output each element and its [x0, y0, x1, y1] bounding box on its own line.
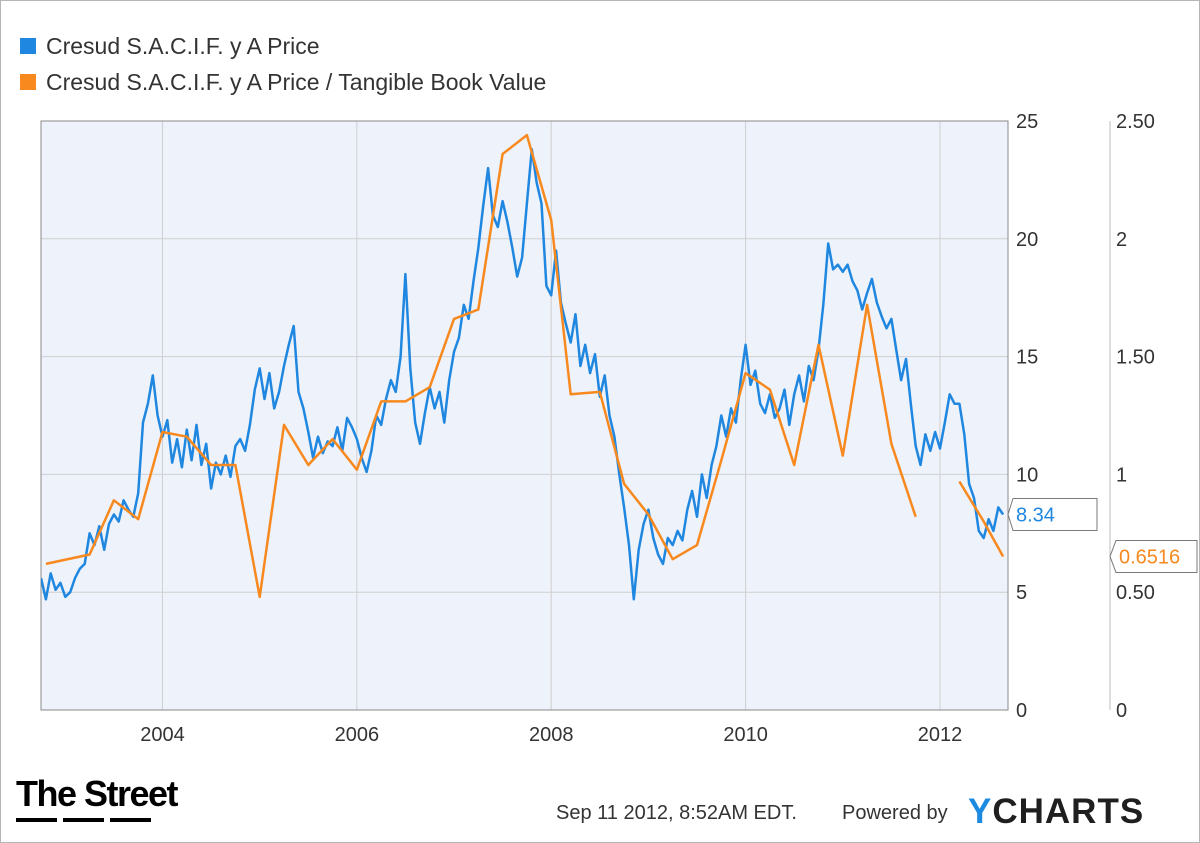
- x-tick-label: 2004: [140, 724, 185, 746]
- y-right-tick-label: 2.50: [1116, 111, 1155, 133]
- last-value-box-price: [1007, 497, 1098, 531]
- legend-swatch-price-tbv: [20, 74, 36, 90]
- ycharts-logo-rest: CHARTS: [992, 792, 1145, 831]
- series-line-price: [41, 148, 1005, 601]
- footer-powered-by: Powered by: [842, 802, 948, 824]
- last-value-label-price: 8.34: [1016, 504, 1055, 526]
- footer-timestamp: Sep 11 2012, 8:52AM EDT.: [556, 802, 797, 824]
- x-tick-label: 2012: [918, 724, 963, 746]
- legend-item-price-tbv: Cresud S.A.C.I.F. y A Price / Tangible B…: [20, 64, 546, 100]
- thestreet-logo-text: The Street: [16, 773, 179, 814]
- x-tick-label: 2006: [335, 724, 380, 746]
- y-left-tick-label: 20: [1016, 229, 1038, 251]
- y-right-tick-label: 0.50: [1116, 582, 1155, 604]
- ycharts-logo-y: Y: [968, 792, 993, 831]
- legend-label-price-tbv: Cresud S.A.C.I.F. y A Price / Tangible B…: [46, 68, 547, 95]
- x-tick-label: 2008: [529, 724, 574, 746]
- thestreet-logo-bars: [16, 818, 177, 822]
- last-value-label-price-tbv: 0.6516: [1119, 546, 1180, 568]
- y-left-tick-label: 15: [1016, 347, 1038, 369]
- y-left-tick-label: 25: [1016, 111, 1038, 133]
- chart-legend: Cresud S.A.C.I.F. y A Price Cresud S.A.C…: [20, 28, 546, 100]
- last-value-box-price-tbv: [1109, 539, 1198, 573]
- plot-area: [41, 121, 1008, 710]
- x-tick-label: 2010: [723, 724, 768, 746]
- y-right-tick-label: 1: [1116, 464, 1127, 486]
- y-right-tick-label: 0: [1116, 700, 1127, 722]
- series-line-price-tbv: [45, 133, 917, 599]
- y-right-tick-label: 2: [1116, 229, 1127, 251]
- legend-swatch-price: [20, 38, 36, 54]
- ycharts-logo: YCHARTS: [968, 792, 1144, 832]
- y-left-tick-label: 5: [1016, 582, 1027, 604]
- legend-label-price: Cresud S.A.C.I.F. y A Price: [46, 32, 320, 59]
- y-left-tick-label: 0: [1016, 700, 1027, 722]
- plot-border: [40, 120, 1009, 711]
- series-line-price-tbv: [958, 480, 1005, 558]
- thestreet-logo: The Street: [16, 772, 179, 822]
- legend-item-price: Cresud S.A.C.I.F. y A Price: [20, 28, 546, 64]
- y-right-tick-label: 1.50: [1116, 347, 1155, 369]
- y-left-tick-label: 10: [1016, 464, 1038, 486]
